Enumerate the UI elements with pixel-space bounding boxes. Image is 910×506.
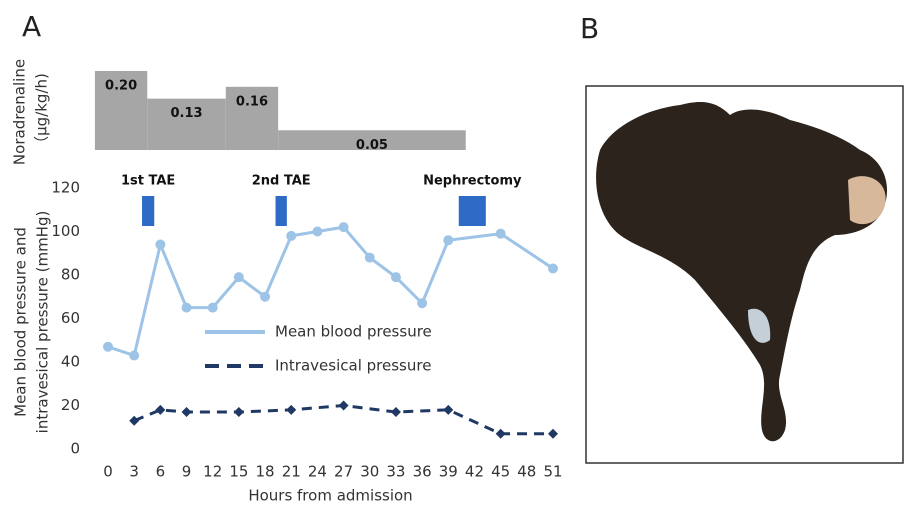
- event-label: Nephrectomy: [423, 174, 522, 189]
- x-tick-label: 24: [308, 463, 327, 481]
- point: [548, 428, 558, 439]
- legend-label: Intravesical pressure: [275, 357, 431, 375]
- panel-label: B: [580, 12, 599, 45]
- panel-label: A: [22, 10, 41, 43]
- y-tick-label: 60: [61, 309, 80, 327]
- data-label: 0.16: [236, 94, 268, 109]
- event-label: 1st TAE: [121, 174, 175, 189]
- event-bar: [458, 196, 486, 226]
- dose-bar: [225, 86, 279, 150]
- x-tick-label: 15: [229, 463, 248, 481]
- x-tick-label: 30: [360, 463, 379, 481]
- point: [233, 272, 244, 283]
- y-tick-label: 80: [61, 266, 80, 284]
- point: [443, 235, 454, 246]
- point: [260, 291, 271, 302]
- event-bar: [275, 196, 287, 226]
- x-tick-label: 12: [203, 463, 222, 481]
- point: [181, 302, 192, 313]
- point: [286, 230, 297, 241]
- series-line: [107, 225, 554, 358]
- x-axis-label: Hours from admission: [248, 487, 412, 505]
- x-tick-label: 0: [103, 463, 113, 481]
- point: [129, 415, 140, 426]
- point: [495, 228, 506, 239]
- photo: [585, 85, 904, 464]
- point: [417, 298, 428, 309]
- y-tick-label: 0: [70, 440, 80, 458]
- point: [181, 407, 192, 418]
- point: [103, 341, 113, 352]
- dose-bar: [147, 98, 226, 150]
- point: [286, 404, 297, 415]
- x-tick-label: 48: [517, 463, 536, 481]
- point: [207, 302, 218, 313]
- x-tick-label: 27: [334, 463, 353, 481]
- x-tick-label: 33: [386, 463, 405, 481]
- point: [338, 222, 349, 233]
- y-tick-label: 20: [61, 396, 80, 414]
- legend-label: Mean blood pressure: [275, 323, 432, 341]
- point: [338, 400, 349, 411]
- data-label: 0.13: [170, 106, 202, 121]
- event-bar: [142, 196, 155, 226]
- y-axis-label: Mean blood pressure and: [12, 227, 30, 417]
- x-tick-label: 42: [465, 463, 484, 481]
- x-tick-label: 21: [282, 463, 301, 481]
- series-line: [133, 403, 553, 436]
- point: [364, 252, 375, 263]
- dose-bar: [94, 71, 148, 150]
- x-tick-label: 6: [156, 463, 166, 481]
- y-axis-label: intravesical pressure (mmHg): [34, 211, 52, 434]
- dose-bar: [278, 130, 466, 150]
- point: [155, 239, 166, 250]
- point: [548, 263, 558, 274]
- point: [443, 404, 454, 415]
- x-tick-label: 9: [182, 463, 192, 481]
- point: [129, 350, 140, 361]
- data-label: 0.20: [105, 79, 137, 94]
- x-tick-label: 45: [491, 463, 510, 481]
- event-label: 2nd TAE: [252, 174, 311, 189]
- y-tick-label: 120: [51, 179, 80, 197]
- y-tick-label: 100: [51, 222, 80, 240]
- point: [155, 404, 166, 415]
- point: [495, 428, 506, 439]
- data-label: 0.05: [356, 138, 388, 153]
- x-tick-label: 51: [543, 463, 562, 481]
- y-axis-label: Noradrenaline: [11, 59, 29, 165]
- point: [312, 226, 323, 237]
- y-axis-label: （μg/kg/h): [33, 73, 51, 151]
- x-tick-label: 3: [129, 463, 139, 481]
- point: [390, 407, 401, 418]
- x-tick-label: 18: [256, 463, 275, 481]
- point: [390, 272, 401, 283]
- x-tick-label: 36: [413, 463, 432, 481]
- y-tick-label: 40: [61, 353, 80, 371]
- point: [233, 407, 244, 418]
- x-tick-label: 39: [439, 463, 458, 481]
